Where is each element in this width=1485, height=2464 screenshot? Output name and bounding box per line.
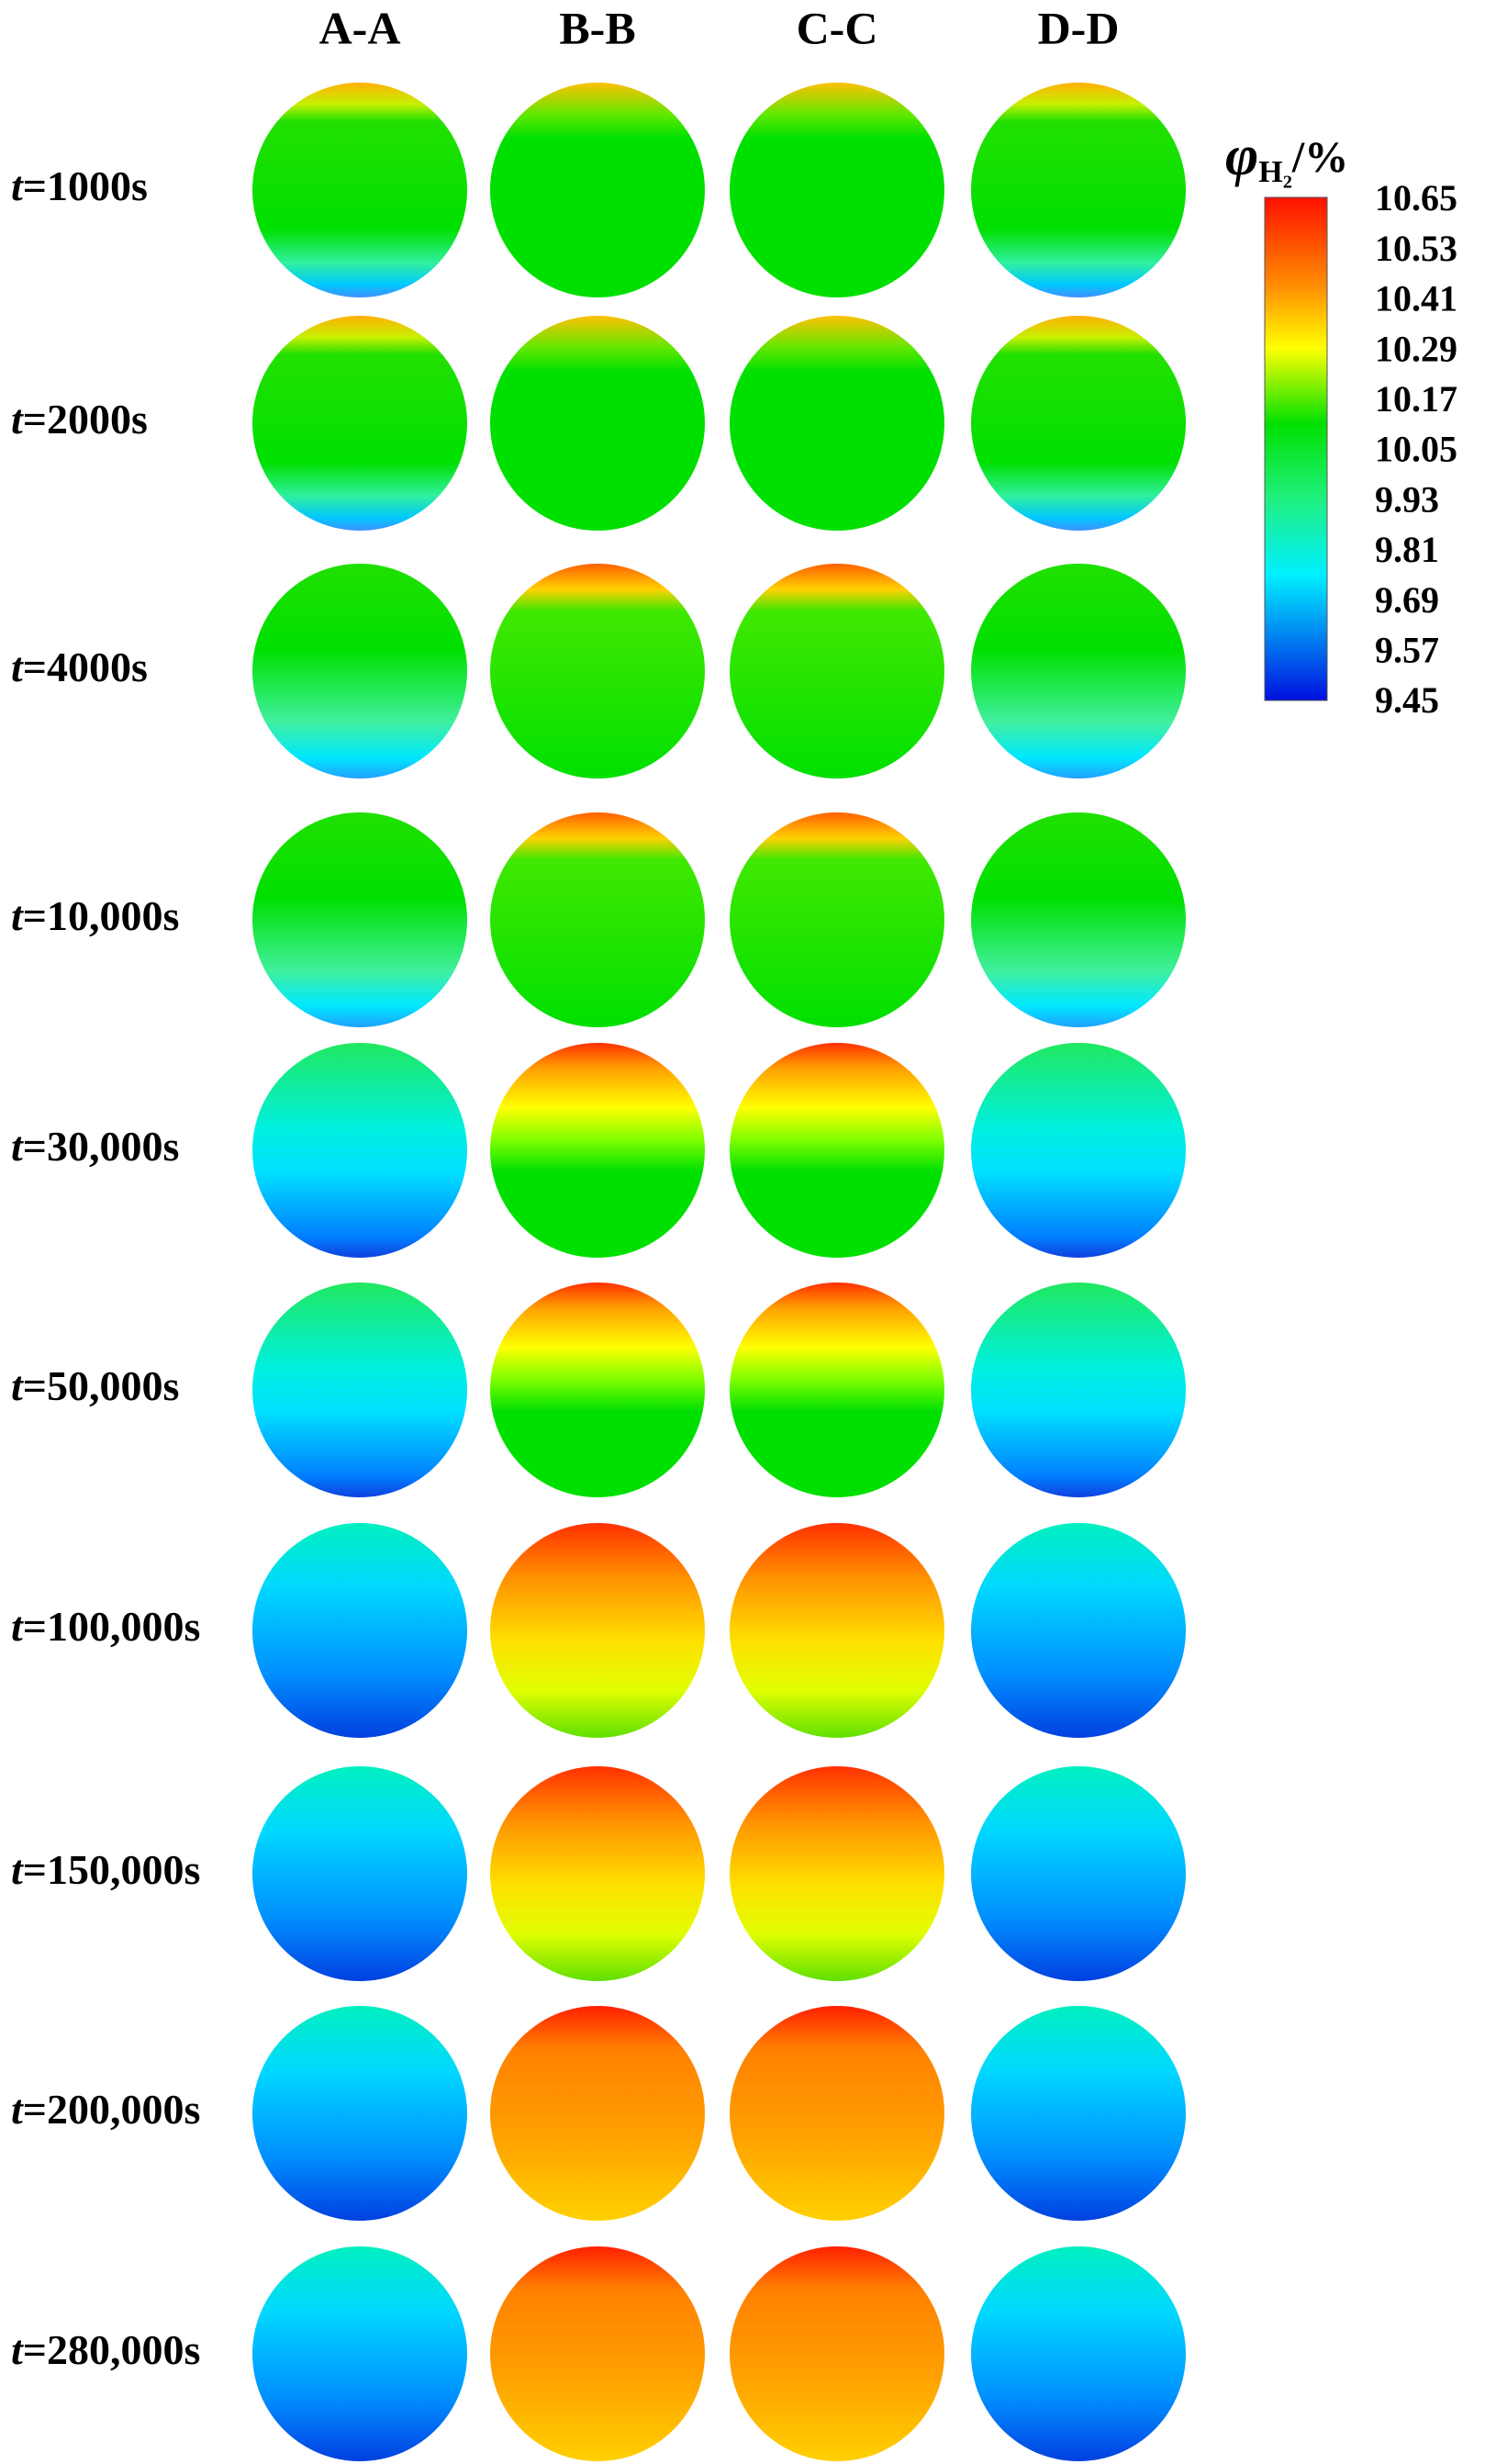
row-time: =280,000s [23, 2326, 201, 2373]
column-header: B-B [559, 2, 635, 53]
row-time: =200,000s [23, 2086, 201, 2133]
contour-section [252, 83, 467, 297]
contour-section [490, 1282, 705, 1497]
row-label: t=30,000s [11, 1123, 179, 1170]
legend-subscript: H₂ [1258, 155, 1292, 189]
row-time: =10,000s [23, 892, 180, 939]
contour-section [730, 83, 944, 297]
row-time: =150,000s [23, 1846, 201, 1893]
contour-section [252, 1043, 467, 1258]
row-variable: t [11, 1603, 24, 1650]
colorbar-label: 9.45 [1375, 679, 1439, 721]
contour-section [730, 1523, 944, 1738]
legend-unit: /% [1291, 133, 1348, 182]
colorbar-label: 9.69 [1375, 579, 1439, 621]
colorbar-label: 10.65 [1375, 177, 1457, 218]
legend-symbol: φ [1225, 125, 1258, 187]
row-time: =100,000s [23, 1603, 201, 1650]
row-label: t=200,000s [11, 2086, 200, 2133]
colorbar-label: 9.81 [1375, 529, 1439, 570]
row-variable: t [11, 1846, 24, 1893]
contour-section [730, 1282, 944, 1497]
contour-section [730, 1043, 944, 1258]
row-time: =1000s [23, 162, 148, 209]
contour-section [730, 2006, 944, 2221]
contour-section [730, 1766, 944, 1981]
contour-section [490, 1523, 705, 1738]
contour-section [490, 316, 705, 531]
row-time: =4000s [23, 644, 148, 690]
contour-section [971, 564, 1186, 778]
contour-section [252, 2006, 467, 2221]
row-label: t=10,000s [11, 892, 179, 939]
contour-section [971, 2006, 1186, 2221]
row-label: t=100,000s [11, 1603, 200, 1650]
contour-section [252, 1523, 467, 1738]
colorbar-label: 9.93 [1375, 478, 1439, 520]
column-header: D-D [1038, 2, 1120, 53]
row-variable: t [11, 644, 24, 690]
contour-section [971, 2246, 1186, 2461]
row-label: t=50,000s [11, 1362, 179, 1409]
contour-section [252, 2246, 467, 2461]
colorbar [1264, 196, 1328, 701]
row-variable: t [11, 162, 24, 209]
contour-section [730, 2246, 944, 2461]
colorbar-label: 10.53 [1375, 228, 1457, 269]
contour-section [971, 1282, 1186, 1497]
contour-section [490, 564, 705, 778]
row-variable: t [11, 892, 24, 939]
row-label: t=150,000s [11, 1846, 200, 1893]
contour-section [252, 564, 467, 778]
contour-section [490, 812, 705, 1027]
contour-section [971, 1043, 1186, 1258]
contour-section [971, 1523, 1186, 1738]
row-label: t=2000s [11, 396, 148, 442]
contour-section [252, 1766, 467, 1981]
row-label: t=4000s [11, 644, 148, 690]
row-time: =2000s [23, 396, 148, 442]
contour-section [971, 83, 1186, 297]
contour-section [490, 1766, 705, 1981]
row-variable: t [11, 1362, 24, 1409]
contour-section [971, 812, 1186, 1027]
colorbar-label: 10.41 [1375, 278, 1457, 319]
legend-title: φH₂/% [1225, 125, 1348, 189]
column-header: C-C [797, 2, 878, 53]
contour-section [252, 812, 467, 1027]
colorbar-label: 9.57 [1375, 629, 1439, 670]
colorbar-label: 10.05 [1375, 429, 1457, 470]
row-variable: t [11, 1123, 24, 1170]
contour-section [490, 83, 705, 297]
row-variable: t [11, 396, 24, 442]
row-time: =50,000s [23, 1362, 180, 1409]
row-variable: t [11, 2086, 24, 2133]
colorbar-label: 10.29 [1375, 328, 1457, 369]
row-variable: t [11, 2326, 24, 2373]
colorbar-label: 10.17 [1375, 378, 1457, 420]
contour-section [490, 2006, 705, 2221]
contour-section [252, 316, 467, 531]
contour-section [490, 1043, 705, 1258]
contour-section [730, 564, 944, 778]
contour-section [730, 812, 944, 1027]
contour-section [490, 2246, 705, 2461]
contour-section [971, 316, 1186, 531]
row-label: t=280,000s [11, 2326, 200, 2373]
contour-section [252, 1282, 467, 1497]
row-label: t=1000s [11, 162, 148, 209]
contour-section [971, 1766, 1186, 1981]
column-header: A-A [319, 2, 401, 53]
contour-section [730, 316, 944, 531]
row-time: =30,000s [23, 1123, 180, 1170]
